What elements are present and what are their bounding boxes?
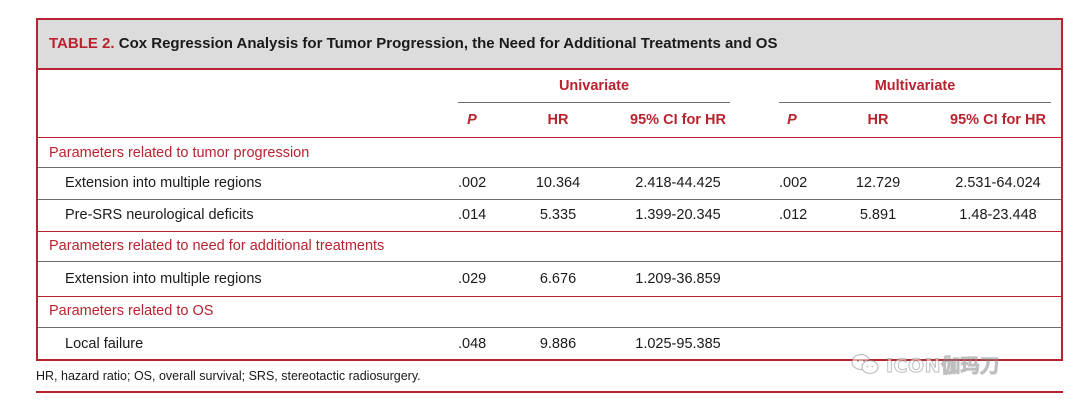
cell-u-p: .014	[458, 207, 486, 223]
table-label: TABLE 2.	[49, 35, 115, 52]
cell-u-p: .002	[458, 175, 486, 191]
cell-u-ci: 1.399-20.345	[618, 207, 738, 223]
wechat-watermark: ICON伽玛刀	[850, 346, 1050, 382]
watermark-text: ICON伽玛刀	[886, 351, 1000, 378]
univariate-header: Univariate	[458, 78, 730, 94]
col-multivariate-ci: 95% CI for HR	[938, 112, 1058, 128]
section-rule	[38, 327, 1061, 328]
bottom-rule	[36, 391, 1063, 393]
cell-m-p: .012	[779, 207, 807, 223]
cell-m-p: .002	[779, 175, 807, 191]
cell-u-hr: 10.364	[528, 175, 588, 191]
cell-u-hr: 9.886	[528, 336, 588, 352]
section-rule	[38, 261, 1061, 262]
section-title: Parameters related to tumor progression	[49, 145, 309, 161]
col-multivariate-p: P	[772, 112, 812, 128]
row-rule	[38, 199, 1061, 200]
row-label: Pre-SRS neurological deficits	[65, 207, 254, 223]
section-divider	[38, 296, 1061, 297]
cell-m-hr: 12.729	[848, 175, 908, 191]
row-label: Extension into multiple regions	[65, 175, 262, 191]
cell-m-ci: 2.531-64.024	[938, 175, 1058, 191]
col-univariate-ci: 95% CI for HR	[618, 112, 738, 128]
cell-u-ci: 2.418-44.425	[618, 175, 738, 191]
col-univariate-p: P	[452, 112, 492, 128]
cell-m-hr: 5.891	[848, 207, 908, 223]
results-table: TABLE 2. Cox Regression Analysis for Tum…	[36, 18, 1063, 361]
section-rule	[38, 167, 1061, 168]
cell-u-ci: 1.025-95.385	[618, 336, 738, 352]
multivariate-header: Multivariate	[779, 78, 1051, 94]
section-divider	[38, 231, 1061, 232]
cell-u-p: .029	[458, 271, 486, 287]
cell-u-hr: 5.335	[528, 207, 588, 223]
col-univariate-hr: HR	[528, 112, 588, 128]
section-title: Parameters related to need for additiona…	[49, 238, 384, 254]
cell-m-ci: 1.48-23.448	[938, 207, 1058, 223]
cell-u-hr: 6.676	[528, 271, 588, 287]
wechat-icon	[850, 352, 880, 376]
cell-u-ci: 1.209-36.859	[618, 271, 738, 287]
header-rule	[38, 137, 1061, 138]
table-footnote: HR, hazard ratio; OS, overall survival; …	[36, 369, 421, 383]
row-label: Extension into multiple regions	[65, 271, 262, 287]
col-multivariate-hr: HR	[848, 112, 908, 128]
row-label: Local failure	[65, 336, 143, 352]
multivariate-rule	[779, 102, 1051, 103]
table-caption: TABLE 2. Cox Regression Analysis for Tum…	[38, 20, 1061, 70]
section-title: Parameters related to OS	[49, 303, 213, 319]
cell-u-p: .048	[458, 336, 486, 352]
table-title: Cox Regression Analysis for Tumor Progre…	[119, 35, 778, 52]
univariate-rule	[458, 102, 730, 103]
